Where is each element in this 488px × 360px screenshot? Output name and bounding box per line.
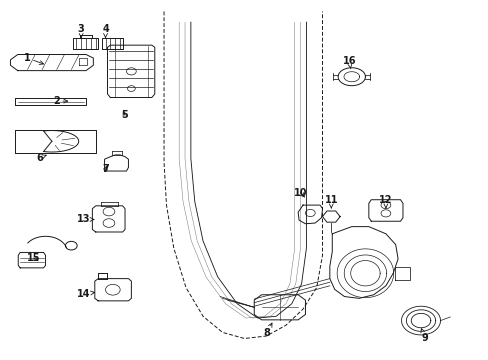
Text: 2: 2 <box>53 96 67 106</box>
Text: 12: 12 <box>378 195 392 208</box>
Text: 14: 14 <box>77 289 94 299</box>
Text: 10: 10 <box>293 188 306 198</box>
Text: 13: 13 <box>77 215 94 224</box>
Text: 16: 16 <box>342 56 355 69</box>
Text: 6: 6 <box>36 153 46 163</box>
Text: 7: 7 <box>102 164 109 174</box>
Text: 4: 4 <box>102 24 109 37</box>
Text: 1: 1 <box>24 53 43 64</box>
Text: 5: 5 <box>122 111 128 121</box>
Text: 8: 8 <box>263 323 271 338</box>
Text: 3: 3 <box>78 24 84 37</box>
Text: 15: 15 <box>27 253 41 263</box>
Text: 11: 11 <box>324 195 337 208</box>
Text: 9: 9 <box>420 329 427 343</box>
